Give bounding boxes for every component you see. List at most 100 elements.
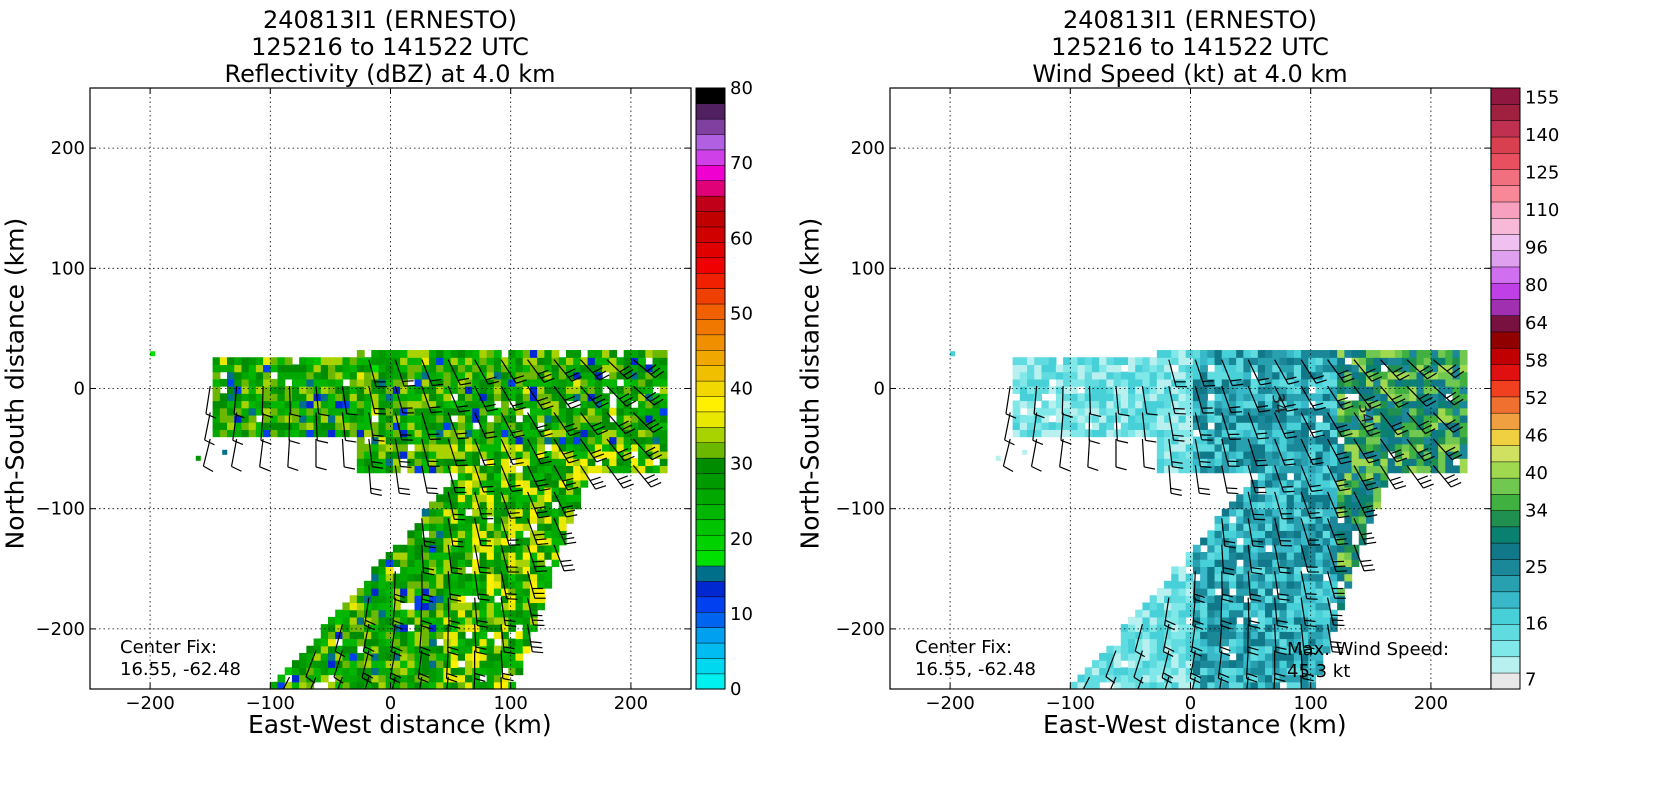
data-cell <box>457 631 466 640</box>
data-cell <box>1207 414 1216 423</box>
wind-barb-feather <box>1284 463 1296 466</box>
data-cell <box>1228 674 1237 683</box>
data-cell <box>1358 523 1367 531</box>
data-cell <box>1063 386 1071 394</box>
data-cell <box>551 487 560 495</box>
data-cell <box>1257 371 1266 380</box>
data-cell <box>1221 609 1230 618</box>
data-cell <box>378 364 387 373</box>
data-cell <box>248 378 257 387</box>
data-cell <box>400 407 408 416</box>
data-cell <box>1178 566 1187 575</box>
data-cell <box>1192 551 1201 560</box>
data-cell <box>1221 551 1230 560</box>
data-cell <box>1113 357 1122 366</box>
data-cell <box>1265 393 1273 402</box>
data-cell <box>1192 357 1201 366</box>
data-cell <box>1250 414 1259 423</box>
wind-barb-feather <box>530 641 542 644</box>
data-cell <box>421 616 430 625</box>
data-cell <box>1387 400 1396 409</box>
data-cell <box>1221 616 1230 625</box>
colorbar-swatch <box>1490 87 1521 105</box>
data-cell <box>407 667 416 676</box>
data-cell <box>1221 559 1230 567</box>
colorbar-swatch <box>1490 380 1521 398</box>
wind-barb-feather <box>508 512 520 515</box>
data-cell <box>364 595 372 604</box>
data-cell <box>1178 407 1187 416</box>
data-cell <box>277 386 286 394</box>
data-cell <box>1337 458 1345 467</box>
wind-barb-feather <box>1399 374 1410 381</box>
data-cell <box>501 638 509 647</box>
data-cell <box>1171 681 1180 689</box>
data-cell <box>364 588 372 596</box>
data-cell <box>1301 487 1309 495</box>
wind-barb-feather <box>1417 475 1428 481</box>
data-cell <box>1142 645 1151 654</box>
data-cell <box>1185 393 1194 402</box>
data-cell <box>1358 458 1367 467</box>
colorbar-tick-label: 52 <box>1525 388 1548 409</box>
wind-barb-feather <box>1288 380 1300 385</box>
data-cell <box>1394 414 1403 423</box>
data-cell <box>320 371 329 380</box>
data-cell <box>479 530 488 539</box>
data-cell <box>436 364 444 373</box>
data-cell <box>551 378 560 387</box>
data-cell <box>1265 494 1273 503</box>
data-cell <box>1084 400 1093 409</box>
data-cell <box>1279 378 1288 387</box>
data-cell <box>1329 573 1338 582</box>
data-cell <box>450 371 459 380</box>
data-cell <box>1228 386 1237 394</box>
wind-barb-feather <box>290 413 302 418</box>
data-cell <box>1394 386 1403 394</box>
data-cell <box>378 429 387 438</box>
data-cell <box>544 407 553 416</box>
data-cell <box>1322 645 1331 654</box>
data-cell <box>515 588 524 596</box>
data-cell <box>522 451 531 459</box>
data-cell <box>1257 559 1266 567</box>
wind-barb-feather <box>590 449 602 455</box>
data-cell <box>1099 357 1107 366</box>
data-cell <box>529 479 538 488</box>
wind-barb-feather <box>1285 435 1297 439</box>
data-cell <box>407 414 416 423</box>
wind-barb <box>1105 650 1117 677</box>
data-cell <box>1221 371 1230 380</box>
data-cell <box>1221 660 1230 668</box>
data-cell <box>327 616 336 625</box>
data-cell <box>558 371 567 380</box>
data-cell <box>1236 667 1244 676</box>
data-cell <box>1301 624 1309 632</box>
data-cell <box>356 602 365 611</box>
data-cell <box>1337 523 1345 531</box>
data-cell <box>1156 660 1165 668</box>
data-cell <box>1293 559 1302 567</box>
data-cell <box>1200 551 1208 560</box>
data-cell <box>1207 624 1216 632</box>
data-cell <box>1250 422 1259 430</box>
data-cell <box>457 414 466 423</box>
data-cell <box>659 371 668 380</box>
y-tick-label: −100 <box>36 499 85 520</box>
data-cell <box>1301 458 1309 467</box>
data-cell <box>659 429 668 438</box>
data-cell <box>1214 660 1223 668</box>
data-cell <box>537 429 545 438</box>
wind-barb-feather <box>644 474 655 480</box>
wind-barb-feather <box>1363 450 1375 455</box>
data-cell <box>457 530 466 539</box>
data-cell <box>1286 515 1295 524</box>
data-cell <box>616 357 625 366</box>
data-cell <box>573 443 582 452</box>
data-cell <box>1445 378 1454 387</box>
data-cell <box>1055 378 1064 387</box>
data-cell <box>1149 357 1158 366</box>
data-cell <box>638 378 646 387</box>
wind-barb-feather <box>1392 367 1403 374</box>
data-cell <box>645 386 654 394</box>
